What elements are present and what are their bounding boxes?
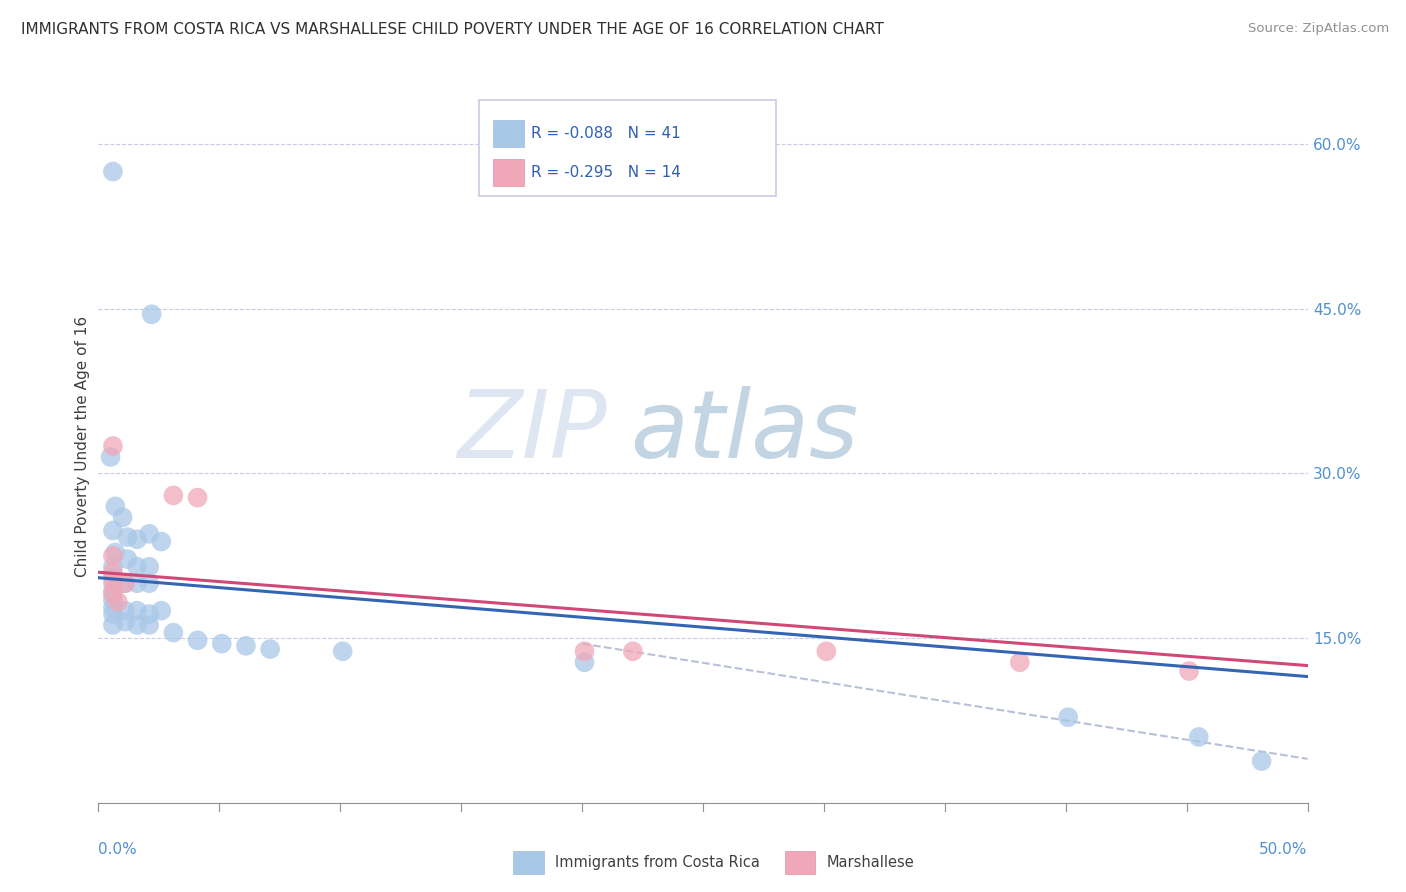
Point xyxy=(111,510,134,524)
Point xyxy=(114,576,136,591)
Point xyxy=(101,566,124,580)
Point xyxy=(211,637,233,651)
Point xyxy=(574,655,596,669)
Point xyxy=(114,576,136,591)
Point xyxy=(187,491,209,505)
Point xyxy=(101,618,124,632)
Point xyxy=(1188,730,1211,744)
Point xyxy=(101,607,124,621)
Point xyxy=(101,592,124,607)
Point xyxy=(104,500,127,514)
Point xyxy=(138,526,160,541)
Point xyxy=(1250,754,1272,768)
Point xyxy=(114,604,136,618)
Point xyxy=(101,587,124,601)
Point xyxy=(1178,664,1201,678)
Point xyxy=(100,450,122,464)
Point xyxy=(150,534,173,549)
Text: ZIP: ZIP xyxy=(457,386,606,477)
Point xyxy=(101,524,124,538)
Point xyxy=(101,583,124,598)
Point xyxy=(1057,710,1080,724)
Point xyxy=(138,618,160,632)
Point xyxy=(127,604,149,618)
Point xyxy=(1008,655,1031,669)
Point xyxy=(150,604,173,618)
Text: R = -0.295   N = 14: R = -0.295 N = 14 xyxy=(531,165,681,179)
Point xyxy=(332,644,354,658)
Text: 50.0%: 50.0% xyxy=(1260,842,1308,857)
Point xyxy=(259,642,281,657)
Point xyxy=(127,533,149,547)
Point xyxy=(117,552,139,566)
Point xyxy=(127,576,149,591)
Text: Marshallese: Marshallese xyxy=(827,855,914,870)
Text: IMMIGRANTS FROM COSTA RICA VS MARSHALLESE CHILD POVERTY UNDER THE AGE OF 16 CORR: IMMIGRANTS FROM COSTA RICA VS MARSHALLES… xyxy=(21,22,884,37)
Point xyxy=(162,488,184,502)
Text: R = -0.088   N = 41: R = -0.088 N = 41 xyxy=(531,126,681,141)
Point xyxy=(127,559,149,574)
Point xyxy=(138,576,160,591)
Point xyxy=(187,633,209,648)
Point xyxy=(117,530,139,544)
Point xyxy=(162,625,184,640)
Point xyxy=(101,559,124,574)
Point xyxy=(815,644,838,658)
Point xyxy=(107,595,129,609)
Point xyxy=(141,307,163,321)
Point xyxy=(138,607,160,621)
Text: 0.0%: 0.0% xyxy=(98,842,138,857)
Point xyxy=(104,545,127,559)
Point xyxy=(101,164,124,178)
Point xyxy=(621,644,644,658)
Text: Source: ZipAtlas.com: Source: ZipAtlas.com xyxy=(1249,22,1389,36)
Point xyxy=(138,559,160,574)
Point xyxy=(127,618,149,632)
Point xyxy=(101,600,124,615)
Point xyxy=(101,439,124,453)
Point xyxy=(235,639,257,653)
Text: atlas: atlas xyxy=(630,386,859,477)
Point xyxy=(101,576,124,591)
Point xyxy=(101,549,124,563)
Y-axis label: Child Poverty Under the Age of 16: Child Poverty Under the Age of 16 xyxy=(75,316,90,576)
Point xyxy=(101,571,124,585)
Point xyxy=(574,644,596,658)
Point xyxy=(114,615,136,629)
Text: Immigrants from Costa Rica: Immigrants from Costa Rica xyxy=(555,855,761,870)
